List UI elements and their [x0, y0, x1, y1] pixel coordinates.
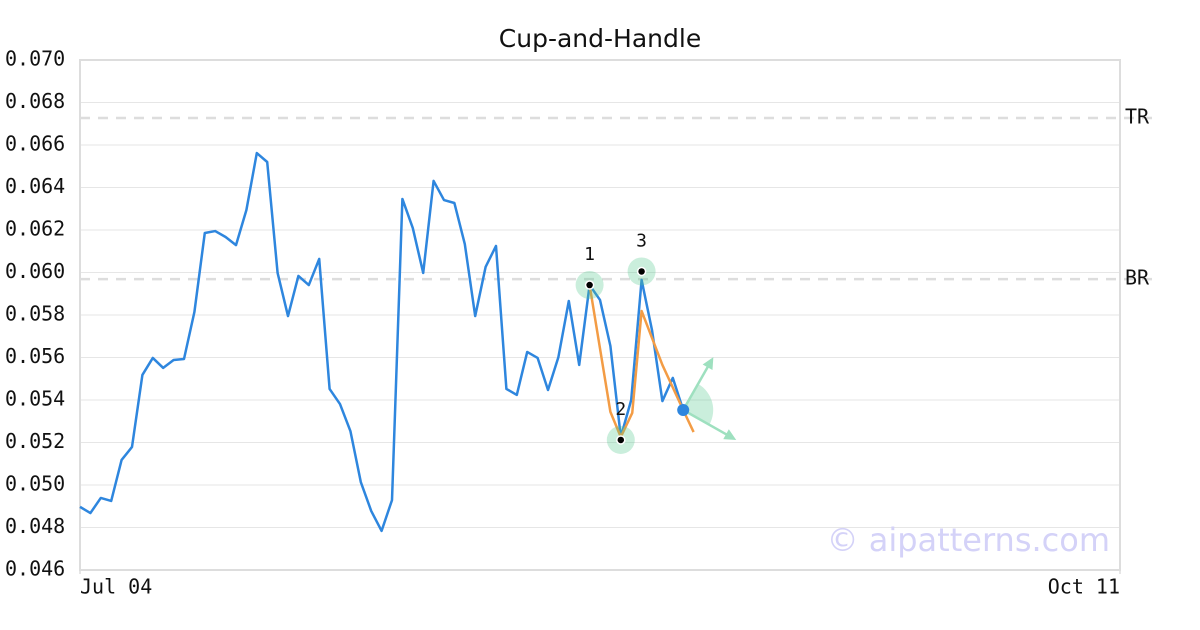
pattern-point — [584, 280, 595, 290]
y-tick-label: 0.058 — [5, 302, 65, 326]
y-tick-label: 0.066 — [5, 132, 65, 156]
x-tick-label: Jul 04 — [80, 575, 152, 599]
y-tick-label: 0.068 — [5, 89, 65, 113]
plot-frame — [79, 59, 1121, 571]
y-tick-label: 0.048 — [5, 514, 65, 538]
y-tick-label: 0.056 — [5, 344, 65, 368]
y-tick-label: 0.060 — [5, 259, 65, 283]
pattern-label: 1 — [584, 244, 595, 265]
projection-arrowhead — [702, 357, 714, 371]
y-tick-label: 0.064 — [5, 174, 65, 198]
pattern-line — [588, 284, 695, 439]
pattern-label: 2 — [615, 399, 626, 420]
y-tick-label: 0.052 — [5, 429, 65, 453]
projection-fan — [683, 383, 714, 425]
y-tick-label: 0.054 — [5, 387, 65, 411]
price-line — [79, 151, 685, 533]
projection-arrow — [682, 365, 710, 411]
level-label: TR — [1125, 105, 1150, 129]
projection-arrow — [682, 408, 729, 437]
current-point — [677, 403, 690, 416]
pattern-point — [636, 266, 647, 277]
watermark: © aipatterns.com — [827, 521, 1110, 559]
y-tick-label: 0.046 — [5, 557, 65, 581]
y-tick-label: 0.062 — [5, 217, 65, 241]
projection-arrowhead — [723, 429, 737, 440]
y-tick-label: 0.050 — [5, 472, 65, 496]
chart-title: Cup-and-Handle — [499, 24, 701, 53]
y-tick-label: 0.070 — [5, 47, 65, 71]
level-label: BR — [1125, 266, 1150, 290]
pattern-point — [616, 435, 626, 445]
pattern-label: 3 — [636, 230, 647, 251]
x-tick-label: Oct 11 — [1048, 575, 1120, 599]
